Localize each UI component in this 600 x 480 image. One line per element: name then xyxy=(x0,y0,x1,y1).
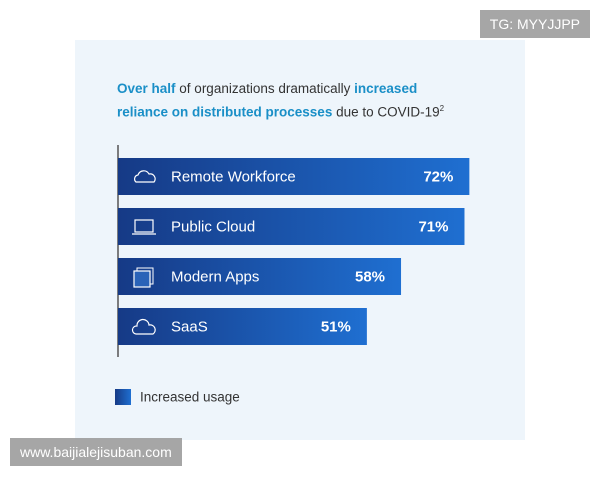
legend-swatch xyxy=(115,389,131,405)
bar xyxy=(118,158,470,195)
category-label: Remote Workforce xyxy=(171,168,296,185)
title-part: of organizations dramatically xyxy=(179,81,351,96)
chart-title: Over half of organizations dramatically … xyxy=(117,79,444,123)
icon xyxy=(133,267,154,288)
title-part: Over half xyxy=(117,81,176,96)
bar xyxy=(118,308,367,345)
bar xyxy=(118,258,402,295)
title-part: increased xyxy=(354,81,418,96)
value-label: 58% xyxy=(355,268,385,285)
value-label: 51% xyxy=(321,318,351,335)
title-part: due to COVID-19 xyxy=(336,104,440,120)
legend-label: Increased usage xyxy=(140,390,240,405)
category-label: Public Cloud xyxy=(171,218,255,235)
value-label: 72% xyxy=(423,168,453,185)
icon xyxy=(134,170,156,183)
icon xyxy=(134,170,156,183)
category-label: SaaS xyxy=(171,318,208,335)
icon xyxy=(132,219,156,235)
category-label: Modern Apps xyxy=(171,268,259,285)
icon xyxy=(133,270,151,288)
icon xyxy=(134,219,154,233)
icon xyxy=(131,318,156,335)
icon xyxy=(131,318,156,335)
watermark: www.baijialejisuban.com xyxy=(10,438,182,466)
bar xyxy=(118,208,465,245)
watermark: TG: MYYJJPP xyxy=(479,10,590,38)
title-footnote: 2 xyxy=(439,104,445,113)
title-part: reliance on distributed processes xyxy=(117,104,333,120)
value-label: 71% xyxy=(418,218,448,235)
